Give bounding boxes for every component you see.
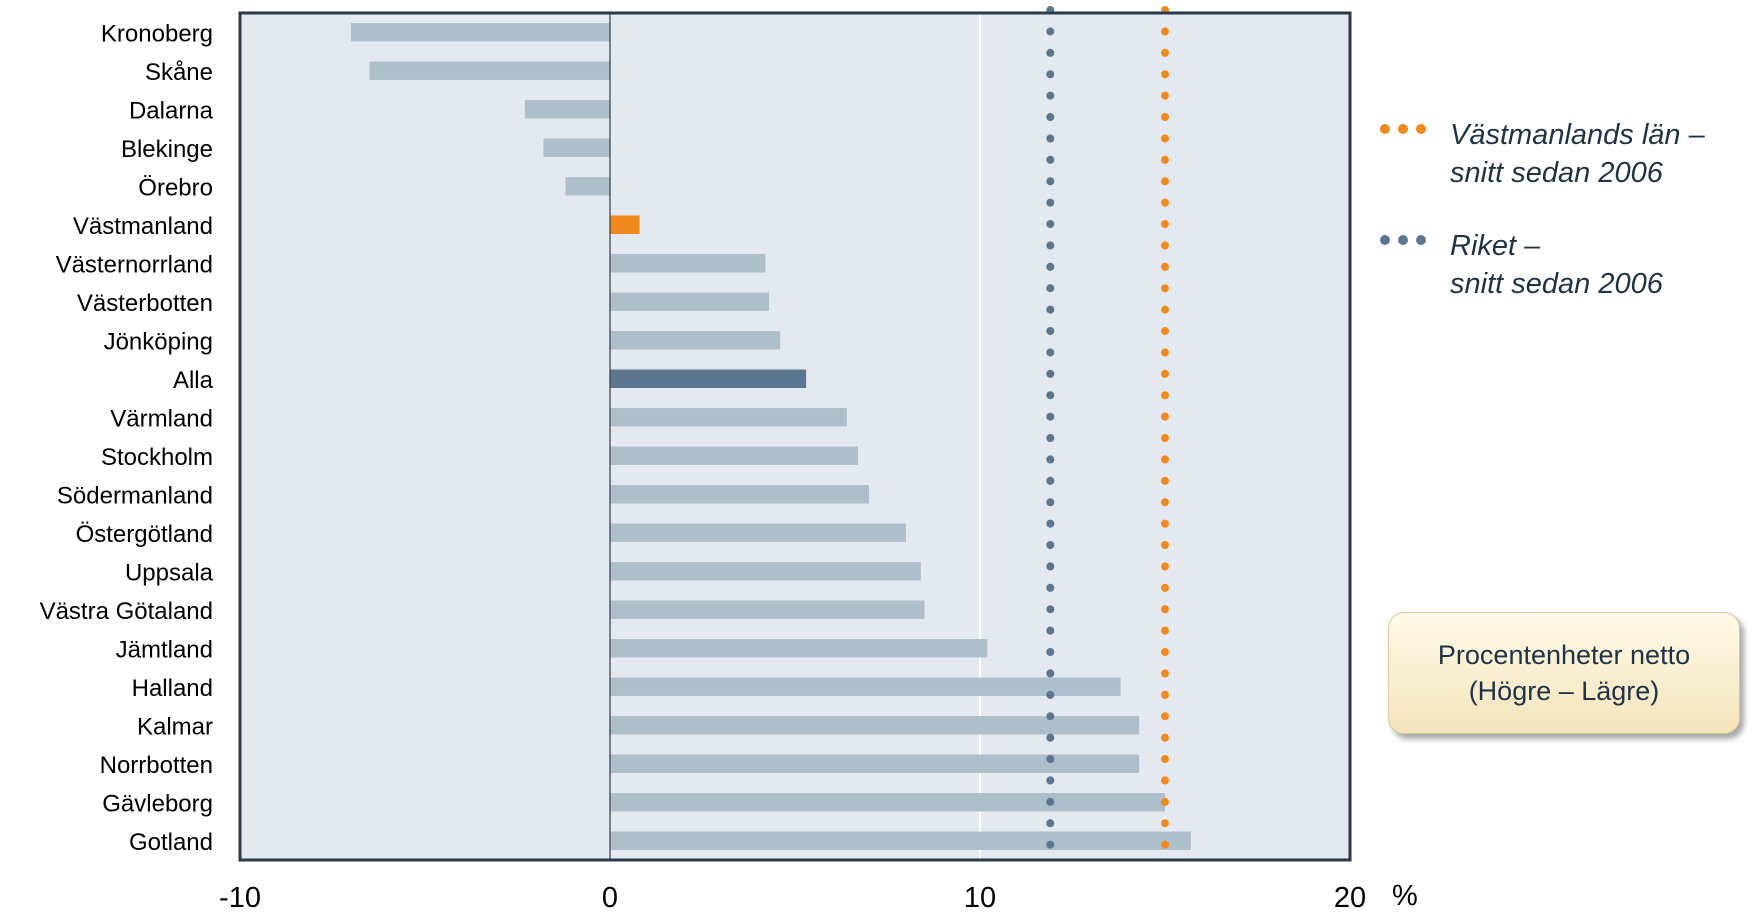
category-label: Örebro xyxy=(138,174,213,201)
bar-stockholm xyxy=(610,446,858,465)
category-label: Dalarna xyxy=(129,97,214,124)
bar-norrbotten xyxy=(610,754,1140,773)
category-label: Jönköping xyxy=(104,328,213,355)
bar-blekinge xyxy=(543,138,610,157)
category-label: Alla xyxy=(173,367,214,394)
category-label: Östergötland xyxy=(76,521,213,548)
unit-note-line2: (Högre – Lägre) xyxy=(1468,676,1660,706)
category-label: Halland xyxy=(132,675,213,702)
category-label: Stockholm xyxy=(101,444,213,471)
bar-jönköping xyxy=(610,331,781,350)
category-label: Värmland xyxy=(110,405,213,432)
bar-gävleborg xyxy=(610,793,1165,812)
bar-örebro xyxy=(565,177,610,196)
category-label: Västra Götaland xyxy=(40,598,213,625)
category-label: Kalmar xyxy=(137,713,213,740)
bar-dalarna xyxy=(524,100,610,119)
bar-halland xyxy=(610,677,1121,696)
category-label: Gävleborg xyxy=(102,790,213,817)
plot-frame xyxy=(238,11,1352,862)
bar-västra-götaland xyxy=(610,600,925,619)
x-tick-label: -10 xyxy=(219,882,261,914)
bar-jämtland xyxy=(610,639,988,658)
category-label: Skåne xyxy=(145,59,213,86)
category-label: Västmanland xyxy=(73,213,213,240)
unit-note-line1: Procentenheter netto xyxy=(1437,640,1691,670)
bar-gotland xyxy=(610,831,1191,850)
bar-värmland xyxy=(610,408,847,427)
unit-note-box: Procentenheter netto (Högre – Lägre) xyxy=(1388,612,1740,734)
bar-västernorrland xyxy=(610,254,766,273)
x-tick-label: 20 xyxy=(1334,882,1366,914)
bar-skåne xyxy=(369,61,610,80)
bar-alla xyxy=(610,369,807,388)
x-unit-label: % xyxy=(1392,880,1418,912)
legend-riket-line1: Riket – xyxy=(1450,230,1541,262)
category-label: Södermanland xyxy=(57,482,213,509)
bar-kronoberg xyxy=(351,23,610,42)
legend-vastmanland-line1: Västmanlands län – xyxy=(1450,119,1705,151)
bar-södermanland xyxy=(610,485,869,504)
category-label: Uppsala xyxy=(125,559,214,586)
bar-kalmar xyxy=(610,716,1140,735)
bar-västerbotten xyxy=(610,292,770,311)
category-label: Norrbotten xyxy=(100,752,213,779)
bar-uppsala xyxy=(610,562,921,581)
x-tick-label: 10 xyxy=(964,882,996,914)
category-label: Kronoberg xyxy=(101,20,213,47)
category-label: Västerbotten xyxy=(77,290,213,317)
category-label: Blekinge xyxy=(121,136,213,163)
category-label: Jämtland xyxy=(116,636,213,663)
category-label: Gotland xyxy=(129,829,213,856)
legend-vastmanland-line2: snitt sedan 2006 xyxy=(1450,157,1663,189)
category-label: Västernorrland xyxy=(56,251,213,278)
bar-västmanland xyxy=(610,215,640,234)
blue-dotted-line-icon xyxy=(1380,235,1436,249)
x-tick-label: 0 xyxy=(602,882,618,914)
orange-dotted-line-icon xyxy=(1380,124,1436,138)
bar-östergötland xyxy=(610,523,906,542)
legend-riket-line2: snitt sedan 2006 xyxy=(1450,268,1663,300)
